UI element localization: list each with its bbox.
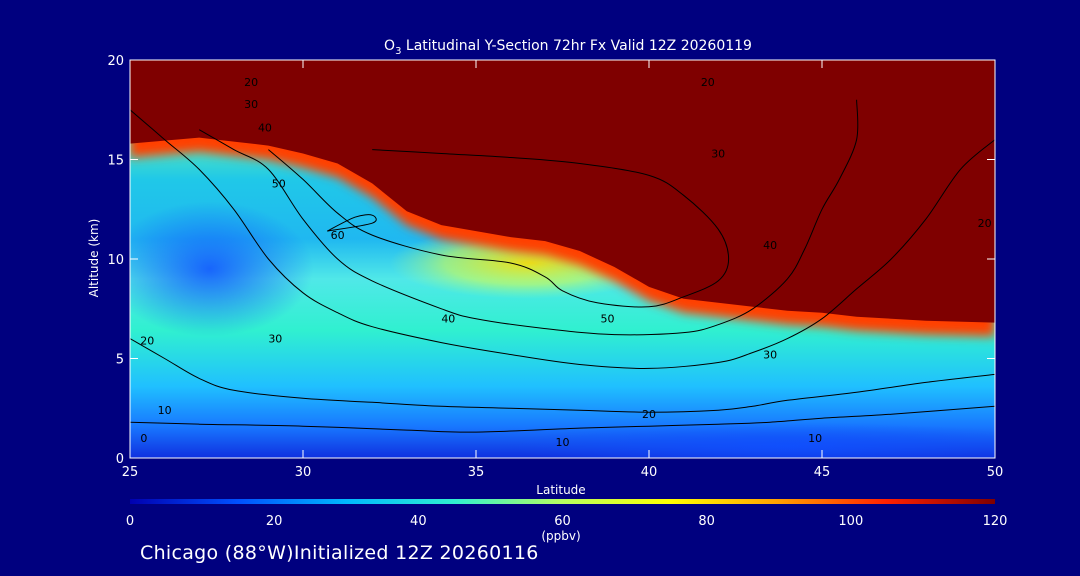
contour-line-10 bbox=[130, 405, 995, 433]
x-tick-label: 30 bbox=[295, 465, 312, 480]
colorbar-tick-label: 0 bbox=[126, 514, 134, 529]
y-tick-label: 0 bbox=[116, 452, 124, 467]
title-subscript: 3 bbox=[395, 46, 401, 57]
contour-label: 40 bbox=[763, 239, 777, 252]
y-tick-label: 15 bbox=[107, 154, 124, 169]
x-axis-label: Latitude bbox=[536, 483, 585, 497]
contour-label: 30 bbox=[711, 148, 725, 161]
colorbar-label: (ppbv) bbox=[541, 529, 580, 543]
low-ozone-surface-band bbox=[510, 422, 995, 458]
contour-label: 20 bbox=[244, 76, 258, 89]
colorbar-tick-label: 20 bbox=[266, 514, 283, 529]
contour-label: 30 bbox=[244, 98, 258, 111]
title-rest: Latitudinal Y-Section 72hr Fx Valid 12Z … bbox=[401, 38, 752, 54]
contour-line-60 bbox=[326, 214, 377, 232]
x-tick-label: 50 bbox=[987, 465, 1004, 480]
y-tick-label: 20 bbox=[107, 54, 124, 69]
contour-label: 20 bbox=[978, 217, 992, 230]
contour-label: 0 bbox=[140, 432, 147, 445]
x-tick-label: 45 bbox=[814, 465, 831, 480]
chart-title: O3 Latitudinal Y-Section 72hr Fx Valid 1… bbox=[384, 38, 752, 57]
contour-lines bbox=[130, 99, 995, 433]
contour-label: 10 bbox=[808, 432, 822, 445]
colorbar-tick-label: 40 bbox=[410, 514, 427, 529]
contour-line-50 bbox=[268, 149, 730, 308]
footer-caption: Chicago (88°W)Initialized 12Z 20260116 bbox=[140, 542, 539, 564]
contour-line-30 bbox=[130, 109, 995, 369]
x-axis: 25 30 35 40 45 50 bbox=[122, 60, 1004, 480]
colorbar-ticks: 0 20 40 60 80 100 120 bbox=[126, 514, 1008, 529]
colorbar-tick-label: 100 bbox=[838, 514, 863, 529]
y-axis-label: Altitude (km) bbox=[87, 219, 101, 298]
colorbar: 0 20 40 60 80 100 120 (ppbv) bbox=[126, 499, 1008, 543]
y-tick-label: 10 bbox=[107, 253, 124, 268]
colorbar-tick-label: 60 bbox=[554, 514, 571, 529]
contour-label: 20 bbox=[642, 408, 656, 421]
x-tick-label: 40 bbox=[641, 465, 658, 480]
title-prefix: O bbox=[384, 38, 395, 54]
contour-line-20 bbox=[130, 338, 995, 413]
x-tick-label: 35 bbox=[468, 465, 485, 480]
colorbar-tick-label: 120 bbox=[983, 514, 1008, 529]
x-tick-label: 25 bbox=[122, 465, 139, 480]
contour-label: 40 bbox=[441, 313, 455, 326]
contour-label: 50 bbox=[272, 177, 286, 190]
contour-label: 10 bbox=[556, 436, 570, 449]
contour-label: 40 bbox=[258, 122, 272, 135]
contour-label: 20 bbox=[701, 76, 715, 89]
contour-label: 50 bbox=[600, 313, 614, 326]
contour-label: 10 bbox=[158, 404, 172, 417]
contour-label: 60 bbox=[331, 229, 345, 242]
contour-label: 30 bbox=[763, 349, 777, 362]
colorbar-tick-label: 80 bbox=[698, 514, 715, 529]
svg-text:O3 Latitudinal Y-Section 72hr: O3 Latitudinal Y-Section 72hr Fx Valid 1… bbox=[384, 38, 752, 57]
stratosphere-region bbox=[130, 60, 995, 323]
contour-label: 30 bbox=[268, 333, 282, 346]
low-ozone-region bbox=[130, 201, 314, 337]
colorbar-gradient bbox=[130, 499, 995, 504]
y-tick-label: 5 bbox=[116, 353, 124, 368]
contour-line-40 bbox=[198, 99, 859, 336]
contour-label: 20 bbox=[140, 335, 154, 348]
y-axis: 0 5 10 15 20 bbox=[107, 54, 995, 467]
